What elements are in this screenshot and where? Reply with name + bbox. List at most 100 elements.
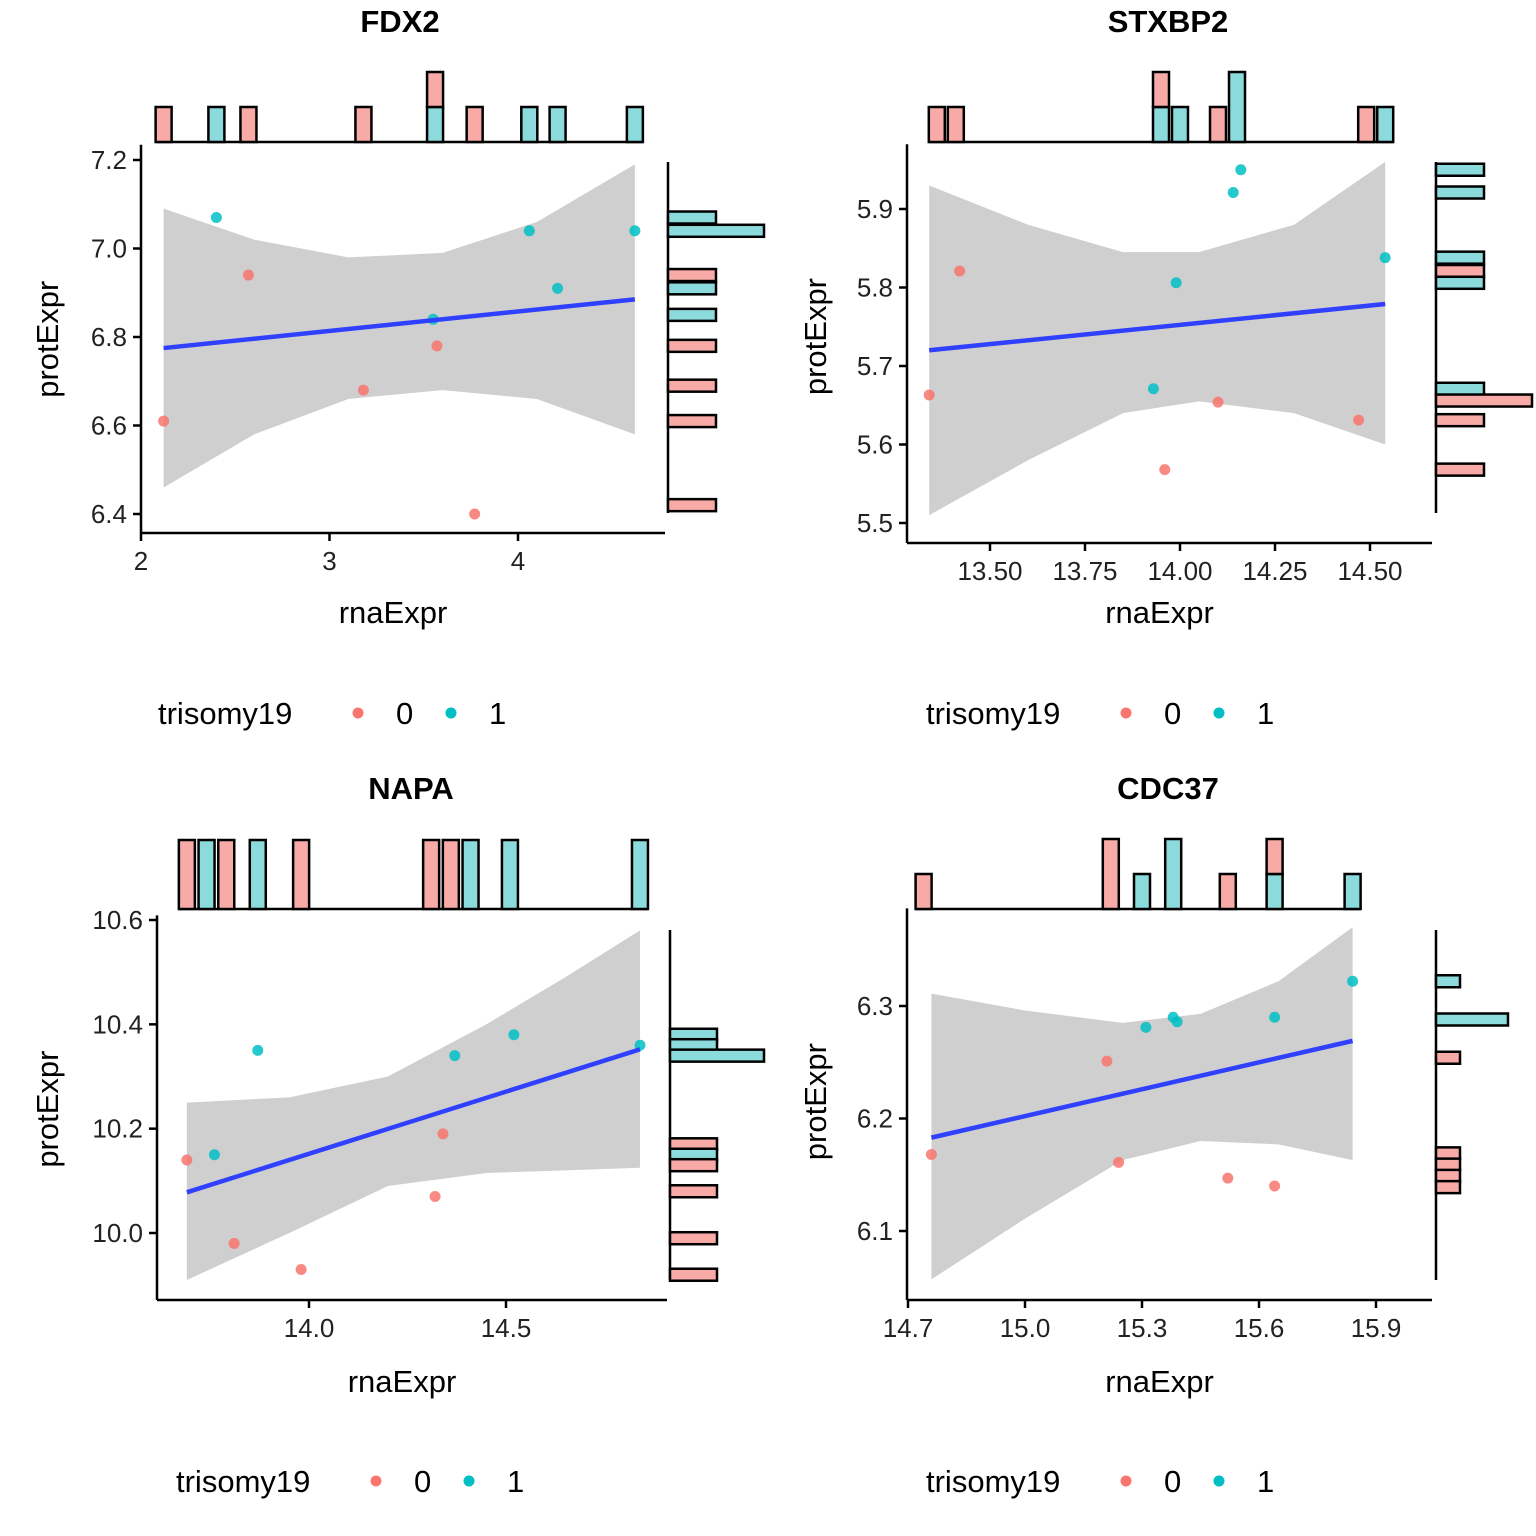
legend-label-0: 0 [1164, 696, 1181, 731]
y-tick-label: 6.8 [91, 322, 127, 352]
top-histogram-bar [217, 838, 236, 911]
legend-key-1 [463, 1475, 475, 1487]
y-tick-label: 5.6 [857, 430, 893, 460]
legend-label-1: 1 [1257, 696, 1274, 731]
legend-label-1: 1 [1257, 1464, 1274, 1499]
side-histogram-bar [1434, 263, 1486, 279]
side-histogram-bar [666, 338, 718, 354]
x-tick-label: 2 [134, 546, 148, 576]
side-histogram-bar [1434, 1012, 1510, 1027]
x-tick-label: 14.5 [481, 1313, 532, 1343]
side-histogram-bar [1434, 412, 1486, 428]
regression-line [186, 1047, 641, 1195]
legend-key-1 [1213, 707, 1225, 719]
top-histogram-bar [1208, 105, 1228, 144]
data-point [552, 282, 564, 294]
regression-line [163, 297, 636, 351]
x-tick-label: 4 [511, 546, 525, 576]
legend-label-0: 0 [414, 1464, 431, 1499]
data-point [954, 265, 966, 277]
x-tick-label: 15.0 [1000, 1313, 1051, 1343]
legend-title: trisomy19 [926, 1464, 1060, 1499]
top-histogram-bar [1227, 70, 1247, 144]
legend-title: trisomy19 [176, 1464, 310, 1499]
side-histogram-bar [668, 1184, 719, 1199]
side-histogram-bar [666, 413, 718, 429]
top-histogram-bar [548, 105, 567, 144]
data-point [242, 269, 254, 281]
panel-fdx2: FDX2 2 3 4 6.4 6.6 6.8 7.0 7.2 rnaExpr protExpr tri… [30, 4, 766, 731]
side-histogram-bar [1434, 275, 1486, 291]
top-histogram-bar [1151, 105, 1171, 144]
y-tick-label: 5.5 [857, 508, 893, 538]
side-histogram-bar [668, 1267, 719, 1282]
top-histogram-bar [239, 105, 258, 144]
legend-key-0 [370, 1475, 382, 1487]
panel-stxbp2: STXBP2 13.50 13.75 14.00 14.25 14.50 5.5 5.6 5.7… [798, 4, 1534, 731]
legend-title: trisomy19 [158, 696, 292, 731]
legend-title: trisomy19 [926, 696, 1060, 731]
y-tick-label: 7.2 [91, 145, 127, 175]
confidence-band [929, 161, 1386, 516]
top-histogram-bar [1343, 872, 1362, 911]
side-histogram-bar [1434, 974, 1462, 989]
x-tick-label: 3 [322, 546, 336, 576]
data-point [1269, 1180, 1281, 1192]
data-point [508, 1029, 520, 1041]
y-tick-label: 6.1 [857, 1216, 893, 1246]
data-point [1235, 164, 1247, 176]
legend-label-0: 0 [1164, 1464, 1181, 1499]
top-histogram-bar [461, 838, 480, 911]
data-point [181, 1154, 193, 1166]
chart-title: STXBP2 [1108, 4, 1229, 39]
y-axis-label: protExpr [798, 278, 833, 395]
side-histogram-bar [1434, 393, 1534, 408]
side-histogram-bar [1434, 250, 1486, 265]
x-axis-label: rnaExpr [348, 1364, 457, 1399]
data-point [925, 1149, 937, 1160]
x-axis-label: rnaExpr [1105, 1364, 1214, 1399]
top-histogram-bar [425, 105, 445, 144]
data-point [1101, 1055, 1113, 1067]
top-histogram-bar [625, 105, 645, 144]
data-point [1347, 975, 1359, 987]
top-histogram-bar [441, 838, 461, 911]
top-histogram-bar [1356, 105, 1376, 144]
top-histogram-bar [927, 105, 947, 144]
data-point [1269, 1011, 1281, 1023]
side-histogram-bar [666, 210, 718, 225]
top-histogram-bar [1218, 872, 1238, 911]
top-histogram-bar [520, 105, 539, 144]
y-tick-label: 6.2 [857, 1104, 893, 1134]
top-histogram-bar [207, 105, 226, 144]
side-histogram-bar [666, 223, 766, 239]
data-point [1147, 383, 1159, 395]
panel-napa: NAPA 14.0 14.5 10.0 10.2 10.4 10.6 rnaExpr protE… [30, 771, 766, 1499]
y-tick-label: 10.6 [92, 905, 143, 935]
data-point [1171, 1016, 1183, 1028]
data-point [429, 1190, 441, 1202]
top-histogram-bar [465, 105, 484, 144]
side-histogram-bar [1434, 381, 1486, 397]
data-point [158, 415, 170, 427]
data-point [1353, 414, 1365, 426]
legend-key-0 [1120, 1475, 1132, 1487]
data-point [923, 389, 935, 401]
y-tick-label: 10.0 [92, 1218, 143, 1248]
legend: trisomy19 0 1 [176, 1464, 524, 1499]
y-tick-label: 5.7 [857, 351, 893, 381]
regression-line [928, 301, 1386, 353]
data-point [1113, 1156, 1125, 1168]
data-point [1159, 464, 1171, 476]
top-histogram-bar [177, 838, 197, 911]
data-point [629, 225, 641, 237]
side-histogram-bar [666, 378, 718, 393]
top-histogram-bar [630, 838, 650, 911]
y-tick-label: 10.2 [92, 1114, 143, 1144]
side-histogram-bar [666, 497, 718, 513]
side-histogram-bar [1434, 1179, 1462, 1195]
side-histogram-bar [668, 1230, 719, 1246]
legend: trisomy19 0 1 [926, 1464, 1274, 1499]
side-histogram-bar [666, 281, 718, 296]
